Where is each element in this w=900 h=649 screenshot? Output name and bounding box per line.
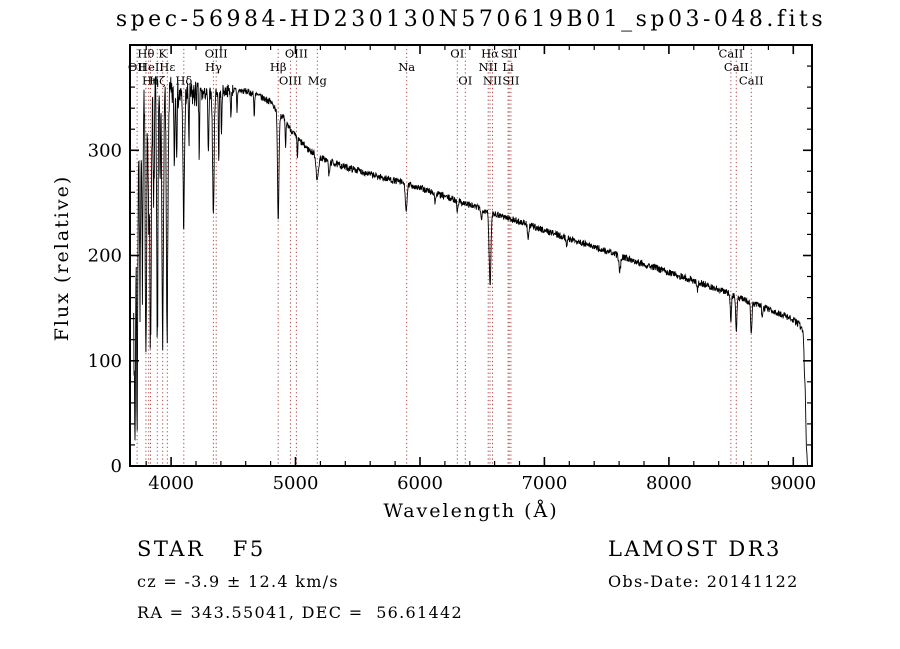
spectrum-trace: [133, 76, 809, 465]
x-tick-label: 5000: [273, 473, 319, 494]
spectral-line-label: NII: [479, 60, 498, 74]
spectral-line-label: CaII: [739, 74, 764, 88]
spectral-line-label: OIII: [279, 74, 302, 88]
spectral-line-label: Hη: [142, 74, 159, 88]
spectral-line-label: Hδ: [175, 74, 192, 88]
spectral-line-label: SII: [502, 74, 519, 88]
spectral-line-label: K: [158, 47, 167, 61]
plot-title: spec-56984-HD230130N570619B01_sp03-048.f…: [115, 7, 827, 32]
obs-date-value: Obs-Date: 20141122: [608, 572, 799, 591]
spectral-line-label: NII: [483, 74, 502, 88]
spectral-line-label: Hγ: [205, 60, 222, 74]
spectral-line-label: Hε: [159, 60, 175, 74]
x-tick-label: 7000: [521, 473, 567, 494]
spectral-line-label: Hζ: [149, 74, 165, 88]
y-tick-label: 300: [88, 140, 122, 161]
spectral-line-label: CaII: [719, 47, 744, 61]
y-tick-label: 200: [88, 246, 122, 267]
spectral-line-label: SII: [501, 47, 518, 61]
y-axis-label: Flux (relative): [51, 174, 73, 342]
spectral-line-label: Li: [502, 60, 514, 74]
y-tick-label: 100: [88, 351, 122, 372]
spectral-line-label: OI: [458, 74, 472, 88]
spectral-line-label: OI: [450, 47, 464, 61]
object-class-label: STAR F5: [137, 537, 266, 561]
y-tick-label: 0: [111, 456, 122, 477]
spectral-line-label: Na: [398, 60, 415, 74]
x-tick-label: 4000: [148, 473, 194, 494]
x-tick-label: 9000: [770, 473, 816, 494]
spectral-line-label: Mg: [308, 74, 328, 88]
plot-frame: [129, 44, 813, 467]
x-axis-label: Wavelength (Å): [383, 500, 559, 522]
cz-value: cz = -3.9 ± 12.4 km/s: [137, 572, 339, 591]
spectral-line-label: CaII: [724, 60, 749, 74]
spectral-line-label: Hθ: [137, 47, 154, 61]
x-tick-label: 8000: [646, 473, 692, 494]
survey-label: LAMOST DR3: [608, 537, 782, 561]
spectral-line-label: Hβ: [270, 60, 287, 74]
spectral-line-label: OIII: [205, 47, 228, 61]
spectral-line-label: OIII: [285, 47, 308, 61]
x-tick-label: 6000: [397, 473, 443, 494]
ra-dec-value: RA = 343.55041, DEC = 56.61442: [137, 603, 463, 622]
spectral-line-label: HeI: [138, 60, 159, 74]
spectral-line-label: OII: [128, 60, 147, 74]
spectral-line-label: Hα: [481, 47, 499, 61]
